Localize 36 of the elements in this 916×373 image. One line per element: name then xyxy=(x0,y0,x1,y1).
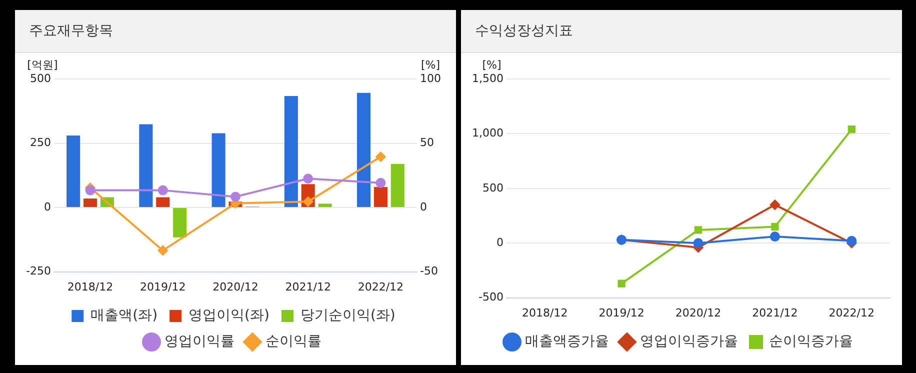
x-tick-label: 2021/12 xyxy=(752,306,798,320)
y-tick-label: 500 xyxy=(482,181,504,194)
x-tick-label: 2018/12 xyxy=(67,280,114,294)
y-tick-label: 1,000 xyxy=(472,126,504,140)
chart-title: 수익성장성지표 xyxy=(461,10,902,53)
y-tick-label: 250 xyxy=(30,136,51,150)
y-tick-label: 500 xyxy=(30,72,51,85)
legend-label: 순이익률 xyxy=(266,334,322,350)
x-tick-label: 2018/12 xyxy=(522,306,568,320)
x-tick-label: 2022/12 xyxy=(828,306,874,320)
x-tick-label: 2022/12 xyxy=(358,280,404,294)
legend-label: 매출액증가율 xyxy=(525,334,609,350)
legend-label: 매출액(좌) xyxy=(90,308,158,324)
chart-title: 주요재무항목 xyxy=(15,10,456,53)
legend-label: 순이익증가율 xyxy=(769,334,853,350)
legend-label: 영업이익(좌) xyxy=(188,308,270,324)
y2-tick-label: 100 xyxy=(420,72,442,85)
y-tick-label: -250 xyxy=(26,264,51,278)
y-tick-label: 0 xyxy=(496,236,504,249)
legend-label: 당기순이익(좌) xyxy=(300,308,396,324)
legend-label: 영업이익증가율 xyxy=(640,334,738,350)
y-tick-label: 0 xyxy=(44,200,51,214)
y2-axis-title: [%] xyxy=(420,58,440,72)
y-axis-title: [%] xyxy=(482,58,502,72)
x-tick-label: 2019/12 xyxy=(140,280,186,294)
y2-tick-label: -50 xyxy=(420,264,438,278)
x-tick-label: 2021/12 xyxy=(285,280,331,294)
x-tick-label: 2020/12 xyxy=(675,306,722,320)
legend-label: 영업이익률 xyxy=(164,334,234,350)
y2-tick-label: 0 xyxy=(420,200,428,214)
y-tick-label: 1,500 xyxy=(472,72,504,85)
y-axis-title: [억원] xyxy=(27,58,58,72)
x-tick-label: 2020/12 xyxy=(212,280,258,294)
x-tick-label: 2019/12 xyxy=(598,306,644,320)
y-tick-label: -500 xyxy=(478,290,504,304)
y2-tick-label: 50 xyxy=(420,136,434,150)
